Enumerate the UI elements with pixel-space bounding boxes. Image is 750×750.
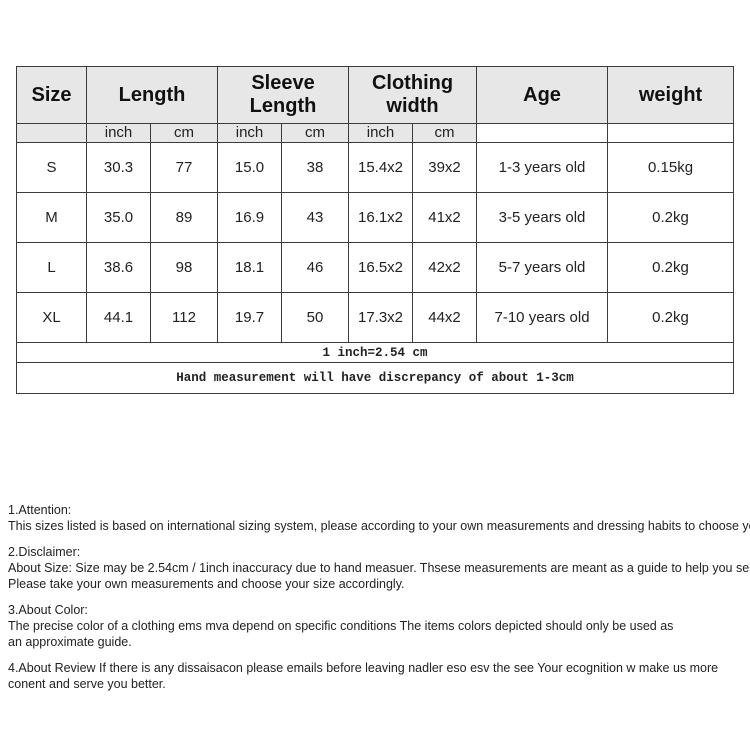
inch-conversion-note: 1 inch=2.54 cm — [15, 342, 735, 363]
sleeve-inch-cell: 18.1 — [217, 242, 282, 293]
about-color-body-line-2: an approximate guide. — [8, 635, 132, 649]
sleeve-cm-cell: 38 — [280, 142, 350, 193]
units-row: inch cm inch cm inch cm — [16, 123, 735, 143]
disclaimer-paragraph: 2.Disclaimer: About Size: Size may be 2.… — [8, 544, 750, 592]
sleeve-inch-cell: 15.0 — [217, 142, 282, 193]
age-cell: 7-10 years old — [476, 292, 609, 343]
width-inch-cell: 15.4x2 — [348, 142, 414, 193]
length-cm-cell: 77 — [150, 142, 218, 193]
age-cell: 5-7 years old — [476, 242, 609, 293]
column-header-size: Size — [16, 66, 87, 124]
about-color-body-line-1: The precise color of a clothing ems mva … — [8, 619, 674, 633]
sleeve-cm-cell: 43 — [280, 192, 350, 243]
unit-length-cm: cm — [150, 123, 218, 143]
width-cm-cell: 39x2 — [412, 142, 478, 193]
unit-sleeve-cm: cm — [280, 123, 350, 143]
about-color-paragraph: 3.About Color: The precise color of a cl… — [8, 602, 746, 650]
length-inch-cell: 44.1 — [86, 292, 151, 343]
column-header-age: Age — [476, 66, 609, 124]
table-row-m: M 35.0 89 16.9 43 16.1x2 41x2 3-5 years … — [16, 192, 735, 243]
attention-body: This sizes listed is based on internatio… — [8, 519, 750, 533]
size-cell: M — [16, 192, 87, 243]
width-cm-cell: 44x2 — [412, 292, 478, 343]
unit-width-inch: inch — [348, 123, 414, 143]
about-review-body-line-1: 4.About Review If there is any dissaisac… — [8, 661, 719, 675]
column-header-sleeve-length: Sleeve Length — [216, 66, 350, 124]
width-inch-cell: 17.3x2 — [348, 292, 414, 343]
column-header-weight: weight — [607, 66, 735, 124]
unit-length-inch: inch — [86, 123, 151, 143]
width-inch-cell: 16.1x2 — [348, 192, 414, 243]
age-cell: 1-3 years old — [476, 142, 609, 193]
disclaimer-title: 2.Disclaimer: — [8, 545, 81, 559]
table-row-s: S 30.3 77 15.0 38 15.4x2 39x2 1-3 years … — [16, 142, 735, 193]
column-header-clothing-width: Clothing width — [348, 66, 478, 124]
disclaimer-body-line-1: About Size: Size may be 2.54cm / 1inch i… — [8, 561, 750, 575]
size-cell: XL — [16, 292, 87, 343]
length-cm-cell: 98 — [150, 242, 218, 293]
sleeve-cm-cell: 50 — [280, 292, 350, 343]
unit-width-cm: cm — [412, 123, 478, 143]
length-inch-cell: 30.3 — [86, 142, 151, 193]
unit-blank-age — [476, 123, 609, 143]
weight-cell: 0.2kg — [607, 242, 735, 293]
size-cell: L — [16, 242, 87, 293]
size-cell: S — [16, 142, 87, 193]
unit-blank-size — [16, 123, 87, 143]
length-inch-cell: 35.0 — [86, 192, 151, 243]
weight-cell: 0.15kg — [607, 142, 735, 193]
unit-sleeve-inch: inch — [217, 123, 282, 143]
about-review-paragraph: 4.About Review If there is any dissaisac… — [8, 660, 746, 692]
length-cm-cell: 89 — [150, 192, 218, 243]
measurement-discrepancy-note: Hand measurement will have discrepancy o… — [15, 362, 735, 394]
attention-title: 1.Attention: — [8, 503, 72, 517]
size-chart-table: Size Length Sleeve Length Clothing width… — [15, 66, 735, 394]
sleeve-cm-cell: 46 — [280, 242, 350, 293]
length-inch-cell: 38.6 — [86, 242, 151, 293]
length-cm-cell: 112 — [150, 292, 218, 343]
width-inch-cell: 16.5x2 — [348, 242, 414, 293]
width-cm-cell: 42x2 — [412, 242, 478, 293]
column-header-length: Length — [86, 66, 218, 124]
age-cell: 3-5 years old — [476, 192, 609, 243]
weight-cell: 0.2kg — [607, 192, 735, 243]
about-review-body-line-2: conent and serve you better. — [8, 677, 166, 691]
table-row-xl: XL 44.1 112 19.7 50 17.3x2 44x2 7-10 yea… — [16, 292, 735, 343]
header-row: Size Length Sleeve Length Clothing width… — [16, 66, 735, 124]
attention-paragraph: 1.Attention: This sizes listed is based … — [8, 502, 750, 534]
table-row-l: L 38.6 98 18.1 46 16.5x2 42x2 5-7 years … — [16, 242, 735, 293]
unit-blank-weight — [607, 123, 735, 143]
width-cm-cell: 41x2 — [412, 192, 478, 243]
footnote-row-measurement-discrepancy: Hand measurement will have discrepancy o… — [15, 362, 735, 394]
weight-cell: 0.2kg — [607, 292, 735, 343]
about-color-title: 3.About Color: — [8, 603, 88, 617]
sleeve-inch-cell: 16.9 — [217, 192, 282, 243]
disclaimer-body-line-2: Please take your own measurements and ch… — [8, 577, 405, 591]
disclaimer-section: 1.Attention: This sizes listed is based … — [8, 502, 750, 702]
footnote-row-inch-conversion: 1 inch=2.54 cm — [15, 342, 735, 363]
sleeve-inch-cell: 19.7 — [217, 292, 282, 343]
